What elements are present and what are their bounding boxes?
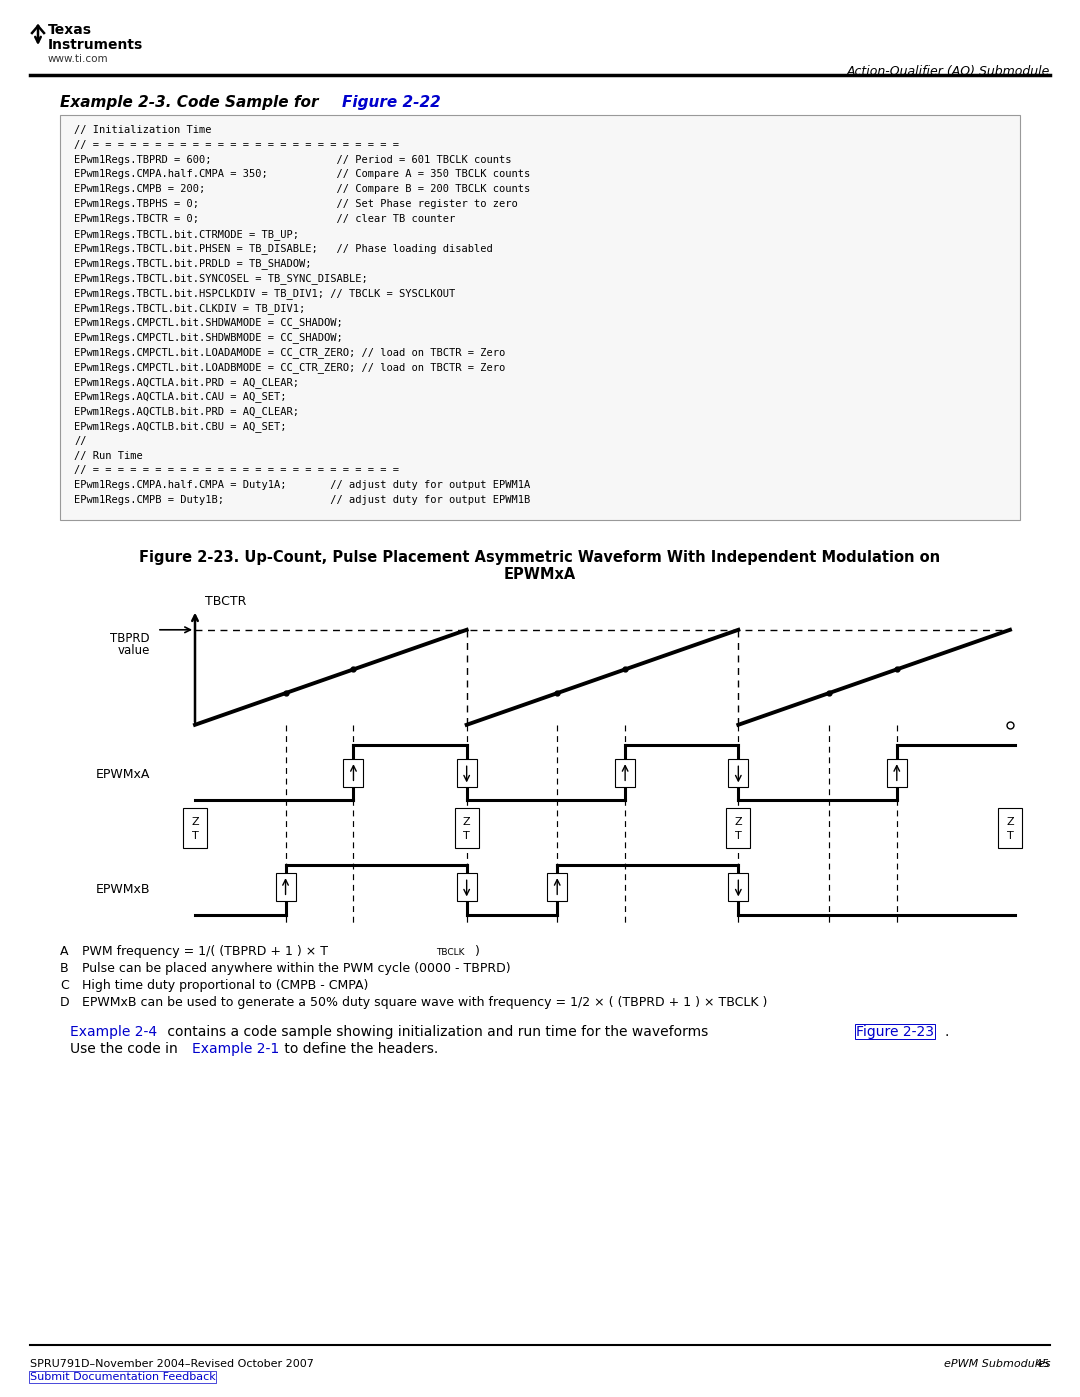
- Text: Instruments: Instruments: [48, 38, 144, 52]
- Text: 45: 45: [1018, 1359, 1050, 1369]
- Text: EPwm1Regs.CMPA.half.CMPA = 350;           // Compare A = 350 TBCLK counts: EPwm1Regs.CMPA.half.CMPA = 350; // Compa…: [75, 169, 530, 179]
- Bar: [60, 115, 1020, 520]
- Text: Pulse can be placed anywhere within the PWM cycle (0000 - TBPRD): Pulse can be placed anywhere within the …: [82, 961, 511, 975]
- Text: Example 2-3. Code Sample for: Example 2-3. Code Sample for: [60, 95, 324, 110]
- Text: EPwm1Regs.TBCTL.bit.CTRMODE = TB_UP;: EPwm1Regs.TBCTL.bit.CTRMODE = TB_UP;: [75, 229, 299, 239]
- Text: A: A: [60, 944, 68, 958]
- Bar: [455, 807, 478, 848]
- Text: T: T: [735, 831, 742, 841]
- Text: ): ): [471, 944, 480, 958]
- Text: value: value: [118, 644, 150, 657]
- Text: EPwm1Regs.TBPHS = 0;                      // Set Phase register to zero: EPwm1Regs.TBPHS = 0; // Set Phase regist…: [75, 198, 517, 210]
- Text: EPwm1Regs.AQCTLA.bit.CAU = AQ_SET;: EPwm1Regs.AQCTLA.bit.CAU = AQ_SET;: [75, 391, 286, 402]
- Text: Z: Z: [734, 817, 742, 827]
- Text: Example 2-4: Example 2-4: [70, 1025, 157, 1039]
- Text: // = = = = = = = = = = = = = = = = = = = = = = = = =: // = = = = = = = = = = = = = = = = = = =…: [75, 140, 399, 149]
- Text: SPRU791D–November 2004–Revised October 2007: SPRU791D–November 2004–Revised October 2…: [30, 1359, 314, 1369]
- Text: T: T: [191, 831, 199, 841]
- Text: T: T: [463, 831, 470, 841]
- Bar: [728, 760, 748, 788]
- Text: EPwm1Regs.CMPCTL.bit.LOADBMODE = CC_CTR_ZERO; // load on TBCTR = Zero: EPwm1Regs.CMPCTL.bit.LOADBMODE = CC_CTR_…: [75, 362, 505, 373]
- Text: www.ti.com: www.ti.com: [48, 54, 109, 64]
- Text: EPwm1Regs.AQCTLB.bit.CBU = AQ_SET;: EPwm1Regs.AQCTLB.bit.CBU = AQ_SET;: [75, 420, 286, 432]
- Text: // Run Time: // Run Time: [75, 451, 143, 461]
- Text: EPwm1Regs.CMPA.half.CMPA = Duty1A;       // adjust duty for output EPWM1A: EPwm1Regs.CMPA.half.CMPA = Duty1A; // ad…: [75, 481, 530, 490]
- Text: EPwm1Regs.AQCTLA.bit.PRD = AQ_CLEAR;: EPwm1Regs.AQCTLA.bit.PRD = AQ_CLEAR;: [75, 377, 299, 387]
- Text: Figure 2-23: Figure 2-23: [856, 1025, 934, 1039]
- Text: EPWMxB can be used to generate a 50% duty square wave with frequency = 1/2 × ( (: EPWMxB can be used to generate a 50% dut…: [82, 996, 768, 1009]
- Text: // Initialization Time: // Initialization Time: [75, 124, 212, 136]
- Text: EPWMxB: EPWMxB: [95, 883, 150, 897]
- Text: //: //: [75, 436, 86, 446]
- Text: Z: Z: [463, 817, 471, 827]
- Text: to define the headers.: to define the headers.: [280, 1042, 438, 1056]
- Bar: [183, 807, 207, 848]
- Text: Figure 2-23. Up-Count, Pulse Placement Asymmetric Waveform With Independent Modu: Figure 2-23. Up-Count, Pulse Placement A…: [139, 550, 941, 564]
- Text: EPwm1Regs.TBPRD = 600;                    // Period = 601 TBCLK counts: EPwm1Regs.TBPRD = 600; // Period = 601 T…: [75, 155, 512, 165]
- Text: EPwm1Regs.TBCTL.bit.PHSEN = TB_DISABLE;   // Phase loading disabled: EPwm1Regs.TBCTL.bit.PHSEN = TB_DISABLE; …: [75, 243, 492, 254]
- Bar: [457, 873, 476, 901]
- Text: EPwm1Regs.TBCTL.bit.HSPCLKDIV = TB_DIV1; // TBCLK = SYSCLKOUT: EPwm1Regs.TBCTL.bit.HSPCLKDIV = TB_DIV1;…: [75, 288, 456, 299]
- Bar: [998, 807, 1022, 848]
- Text: Texas: Texas: [48, 22, 92, 36]
- Text: // = = = = = = = = = = = = = = = = = = = = = = = = =: // = = = = = = = = = = = = = = = = = = =…: [75, 465, 399, 475]
- Text: .: .: [944, 1025, 948, 1039]
- Text: EPwm1Regs.TBCTL.bit.CLKDIV = TB_DIV1;: EPwm1Regs.TBCTL.bit.CLKDIV = TB_DIV1;: [75, 303, 306, 313]
- Text: PWM frequency = 1/( (TBPRD + 1 ) × T: PWM frequency = 1/( (TBPRD + 1 ) × T: [82, 944, 328, 958]
- Text: High time duty proportional to (CMPB - CMPA): High time duty proportional to (CMPB - C…: [82, 979, 368, 992]
- Text: D: D: [60, 996, 69, 1009]
- Text: TBPRD: TBPRD: [110, 631, 150, 645]
- Text: TBCTR: TBCTR: [205, 595, 246, 608]
- Text: EPwm1Regs.CMPB = 200;                     // Compare B = 200 TBCLK counts: EPwm1Regs.CMPB = 200; // Compare B = 200…: [75, 184, 530, 194]
- Text: Z: Z: [191, 817, 199, 827]
- Bar: [275, 873, 296, 901]
- Text: EPwm1Regs.CMPCTL.bit.SHDWAMODE = CC_SHADOW;: EPwm1Regs.CMPCTL.bit.SHDWAMODE = CC_SHAD…: [75, 317, 342, 328]
- Text: EPwm1Regs.CMPCTL.bit.SHDWBMODE = CC_SHADOW;: EPwm1Regs.CMPCTL.bit.SHDWBMODE = CC_SHAD…: [75, 332, 342, 344]
- Text: EPwm1Regs.CMPB = Duty1B;                 // adjust duty for output EPWM1B: EPwm1Regs.CMPB = Duty1B; // adjust duty …: [75, 495, 530, 504]
- Text: ePWM Submodules: ePWM Submodules: [944, 1359, 1050, 1369]
- Bar: [457, 760, 476, 788]
- Text: B: B: [60, 961, 69, 975]
- Text: EPwm1Regs.AQCTLB.bit.PRD = AQ_CLEAR;: EPwm1Regs.AQCTLB.bit.PRD = AQ_CLEAR;: [75, 407, 299, 418]
- Text: EPWMxA: EPWMxA: [96, 768, 150, 781]
- Bar: [887, 760, 907, 788]
- Text: Submit Documentation Feedback: Submit Documentation Feedback: [30, 1372, 216, 1382]
- Text: Action-Qualifier (AQ) Submodule: Action-Qualifier (AQ) Submodule: [847, 66, 1050, 78]
- Bar: [616, 760, 635, 788]
- Text: contains a code sample showing initialization and run time for the waveforms: contains a code sample showing initializ…: [163, 1025, 713, 1039]
- Text: C: C: [60, 979, 69, 992]
- Text: EPwm1Regs.CMPCTL.bit.LOADAMODE = CC_CTR_ZERO; // load on TBCTR = Zero: EPwm1Regs.CMPCTL.bit.LOADAMODE = CC_CTR_…: [75, 346, 505, 358]
- Bar: [343, 760, 364, 788]
- Text: EPwm1Regs.TBCTR = 0;                      // clear TB counter: EPwm1Regs.TBCTR = 0; // clear TB counter: [75, 214, 456, 224]
- Text: EPwm1Regs.TBCTL.bit.SYNCOSEL = TB_SYNC_DISABLE;: EPwm1Regs.TBCTL.bit.SYNCOSEL = TB_SYNC_D…: [75, 272, 368, 284]
- Text: EPWMxA: EPWMxA: [504, 567, 576, 581]
- Bar: [548, 873, 567, 901]
- Text: EPwm1Regs.TBCTL.bit.PRDLD = TB_SHADOW;: EPwm1Regs.TBCTL.bit.PRDLD = TB_SHADOW;: [75, 258, 311, 270]
- Bar: [727, 807, 751, 848]
- Text: Use the code in: Use the code in: [70, 1042, 183, 1056]
- Text: Example 2-1: Example 2-1: [192, 1042, 280, 1056]
- Text: T: T: [1007, 831, 1013, 841]
- Text: Z: Z: [1007, 817, 1014, 827]
- Bar: [728, 873, 748, 901]
- Text: TBCLK: TBCLK: [436, 947, 464, 957]
- Text: Figure 2-22: Figure 2-22: [342, 95, 441, 110]
